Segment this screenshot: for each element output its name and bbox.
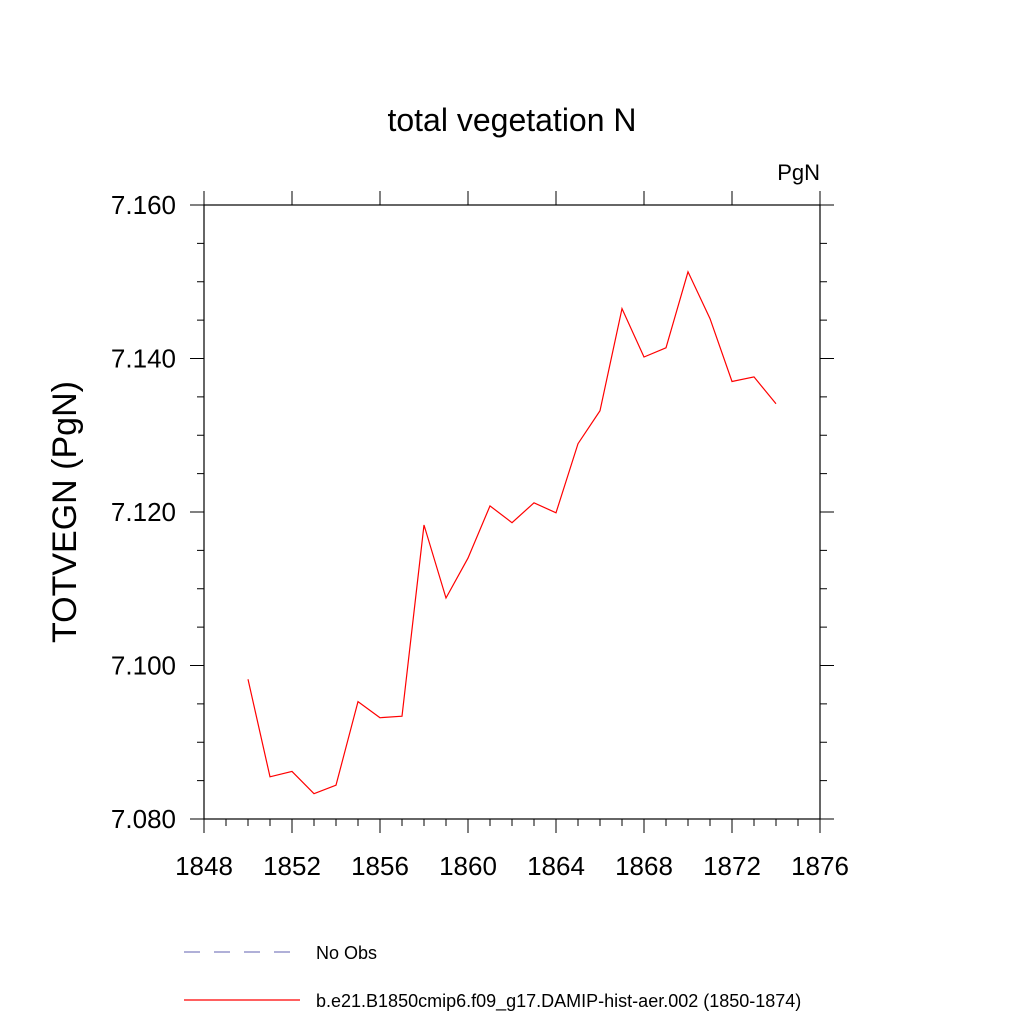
legend: No Obs b.e21.B1850cmip6.f09_g17.DAMIP-his… [184, 943, 801, 1012]
x-tick-label: 1848 [175, 851, 233, 881]
x-tick-label: 1868 [615, 851, 673, 881]
legend-label: b.e21.B1850cmip6.f09_g17.DAMIP-hist-aer.… [316, 991, 801, 1012]
axes: 1848 1852 1856 1860 1864 1868 1872 1876 7.080 7.1… [111, 190, 849, 881]
plot-frame [203, 204, 821, 820]
x-tick-label: 1856 [351, 851, 409, 881]
chart-title: total vegetation N [387, 102, 636, 138]
y-tick-label: 7.160 [111, 190, 176, 220]
series-line [247, 270, 777, 795]
units-label: PgN [777, 160, 820, 185]
y-axis-label: TOTVEGN (PgN) [46, 381, 84, 643]
y-tick-label: 7.100 [111, 651, 176, 681]
x-tick-label: 1876 [791, 851, 849, 881]
x-tick-label: 1860 [439, 851, 497, 881]
x-tick-label: 1864 [527, 851, 585, 881]
y-tick-label: 7.140 [111, 344, 176, 374]
y-tick-label: 7.120 [111, 497, 176, 527]
x-tick-label: 1852 [263, 851, 321, 881]
y-tick-label: 7.080 [111, 804, 176, 834]
series-layer [247, 270, 777, 795]
x-tick-label: 1872 [703, 851, 761, 881]
legend-label: No Obs [316, 943, 377, 963]
